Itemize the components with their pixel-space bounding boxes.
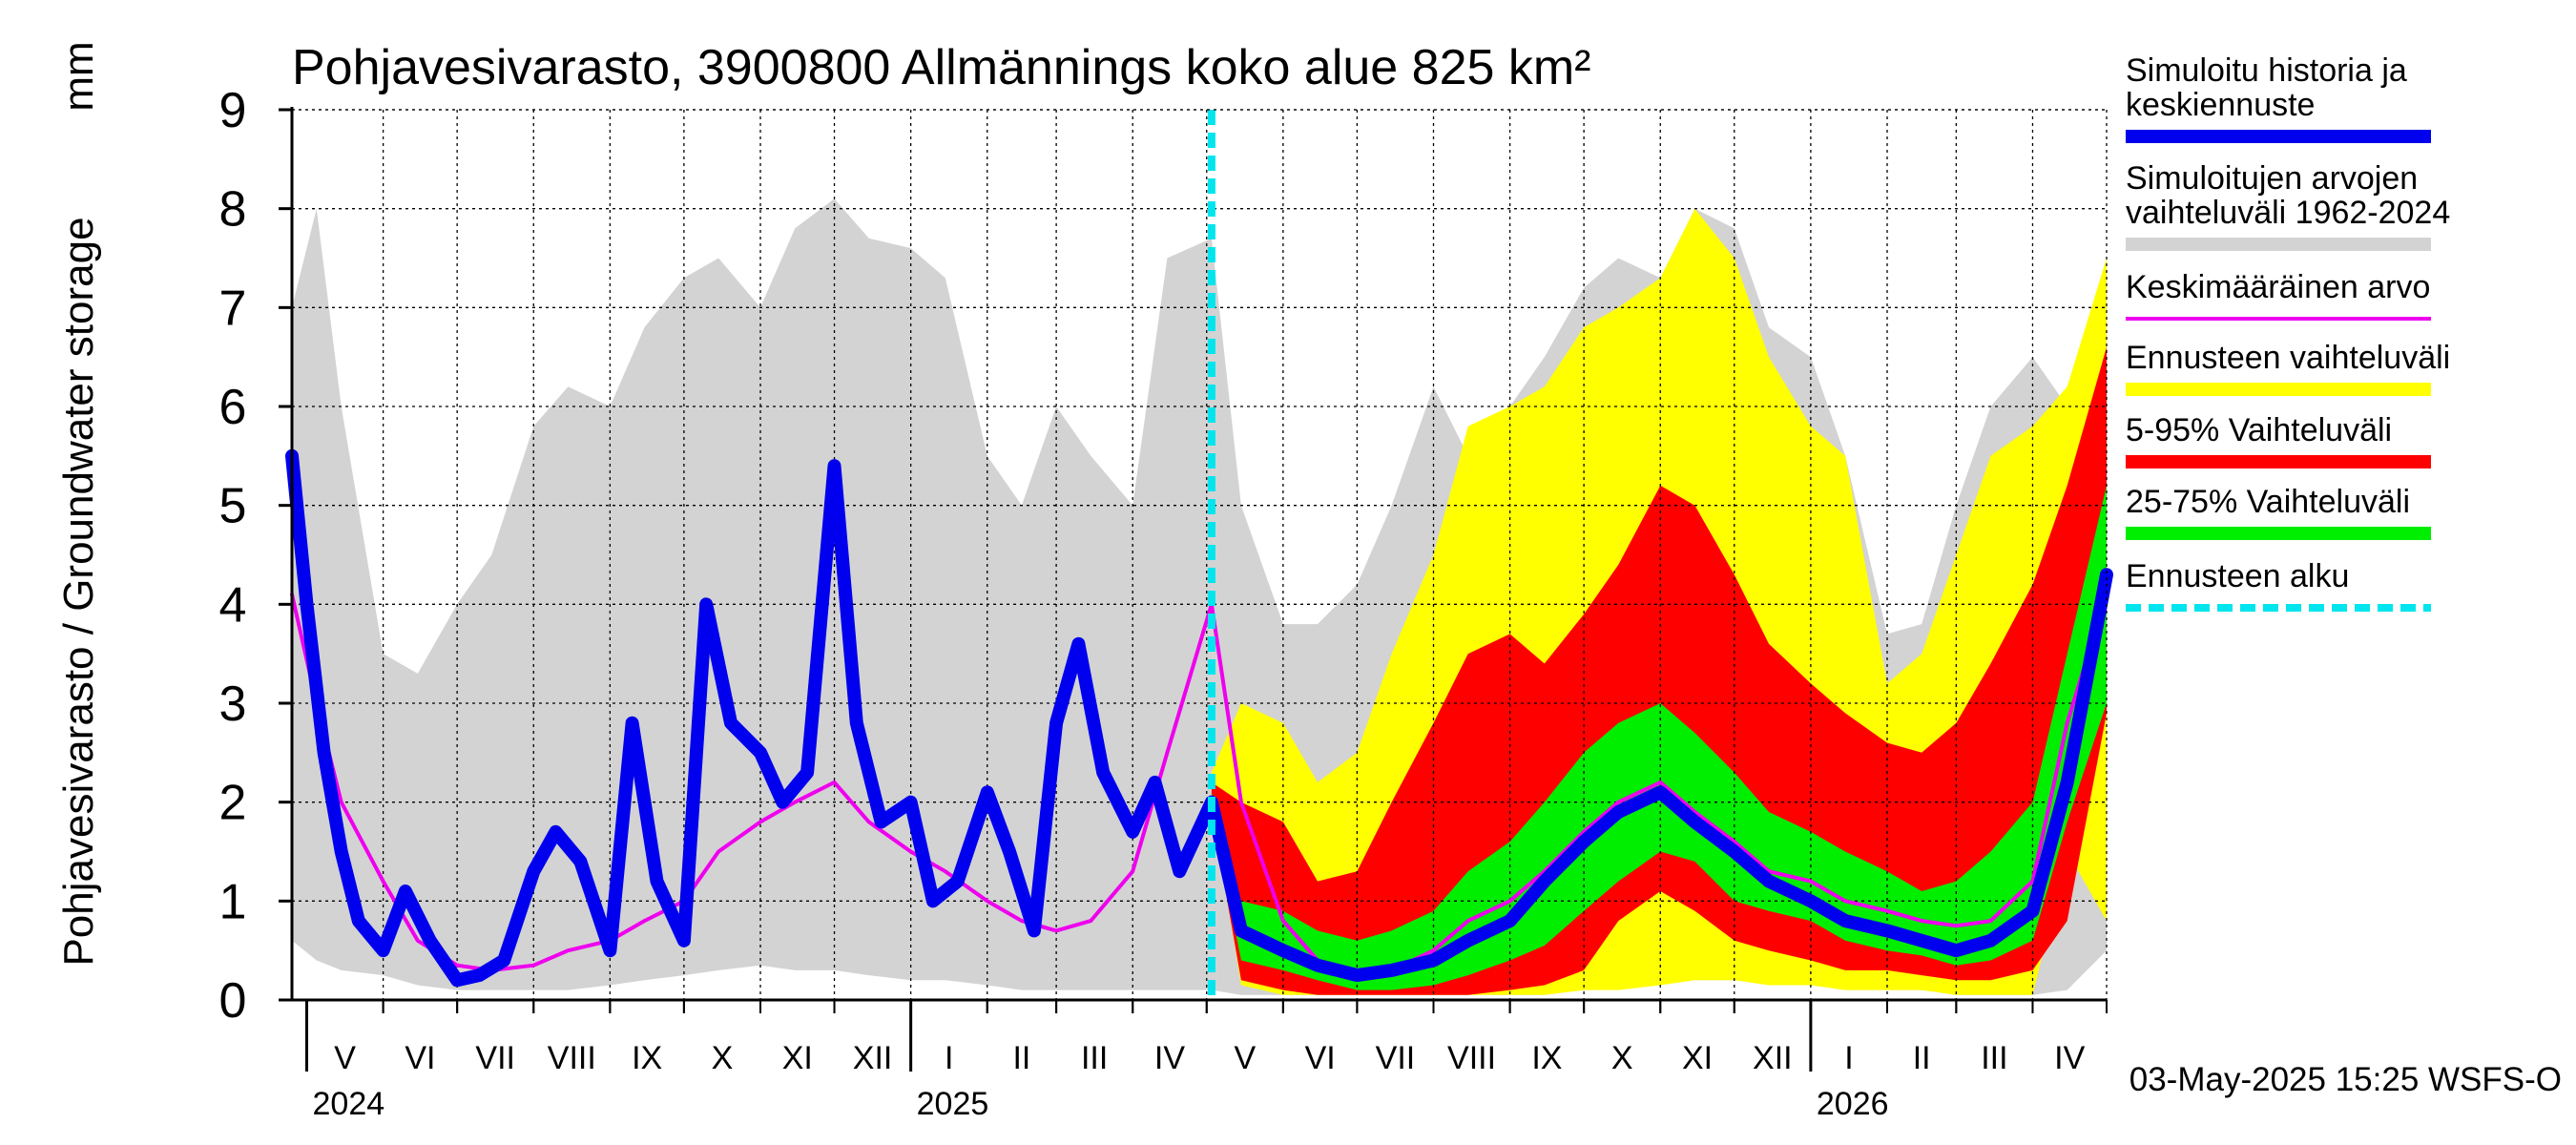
legend-label-0: Simuloitu historia ja bbox=[2126, 52, 2407, 89]
chart-title: Pohjavesivarasto, 3900800 Allmännings ko… bbox=[292, 40, 1591, 95]
month-label: VIII bbox=[548, 1040, 596, 1076]
legend-label-6: Ennusteen alku bbox=[2126, 558, 2349, 594]
month-label: IV bbox=[1154, 1040, 1185, 1076]
year-label: 2026 bbox=[1817, 1086, 1889, 1122]
legend-label-4: 5-95% Vaihteluväli bbox=[2126, 412, 2392, 448]
footer-timestamp: 03-May-2025 15:25 WSFS-O bbox=[2129, 1061, 2562, 1098]
month-label: XII bbox=[1753, 1040, 1793, 1076]
legend-label-5: 25-75% Vaihteluväli bbox=[2126, 484, 2410, 520]
month-label: XII bbox=[853, 1040, 893, 1076]
series-line-1 bbox=[285, 448, 2113, 988]
month-label: X bbox=[1611, 1040, 1633, 1076]
legend-label-3: Ennusteen vaihteluväli bbox=[2126, 340, 2450, 376]
y-tick-label: 9 bbox=[219, 83, 247, 138]
month-label: XI bbox=[782, 1040, 813, 1076]
y-tick-label: 0 bbox=[219, 973, 247, 1029]
month-label: II bbox=[1012, 1040, 1030, 1076]
month-label: IX bbox=[632, 1040, 662, 1076]
month-label: I bbox=[945, 1040, 953, 1076]
month-label: IV bbox=[2054, 1040, 2085, 1076]
y-tick-label: 8 bbox=[219, 182, 247, 238]
legend-label-1: Simuloitujen arvojen bbox=[2126, 160, 2418, 197]
band-3 bbox=[1211, 485, 2107, 990]
month-label: V bbox=[334, 1040, 356, 1076]
month-label: VI bbox=[1305, 1040, 1336, 1076]
month-label: II bbox=[1913, 1040, 1931, 1076]
y-tick-label: 4 bbox=[219, 577, 247, 633]
month-label: VI bbox=[405, 1040, 435, 1076]
year-label: 2024 bbox=[313, 1086, 385, 1122]
month-label: VII bbox=[1376, 1040, 1416, 1076]
legend-label-2: Keskimääräinen arvo bbox=[2126, 269, 2430, 305]
y-tick-label: 1 bbox=[219, 874, 247, 929]
legend-label-0: keskiennuste bbox=[2126, 87, 2315, 123]
legend-label-1: vaihteluväli 1962-2024 bbox=[2126, 195, 2450, 231]
y-axis-unit: mm bbox=[55, 41, 102, 111]
grid-lines bbox=[292, 109, 2107, 1000]
y-tick-label: 7 bbox=[219, 281, 247, 336]
month-label: V bbox=[1234, 1040, 1256, 1076]
month-label: VII bbox=[475, 1040, 515, 1076]
band-2 bbox=[1211, 346, 2107, 995]
y-tick-label: 3 bbox=[219, 677, 247, 732]
month-label: III bbox=[1081, 1040, 1108, 1076]
month-label: VIII bbox=[1447, 1040, 1496, 1076]
line-layer bbox=[285, 110, 2113, 1000]
y-tick-label: 2 bbox=[219, 776, 247, 831]
month-label: III bbox=[1981, 1040, 2007, 1076]
y-tick-label: 5 bbox=[219, 479, 247, 534]
month-label: I bbox=[1844, 1040, 1853, 1076]
series-line-0 bbox=[290, 593, 2109, 978]
y-tick-label: 6 bbox=[219, 380, 247, 435]
month-label: XI bbox=[1682, 1040, 1713, 1076]
year-label: 2025 bbox=[917, 1086, 989, 1122]
band-layer bbox=[292, 198, 2107, 995]
month-label: X bbox=[712, 1040, 734, 1076]
month-label: IX bbox=[1531, 1040, 1562, 1076]
y-axis-label: Pohjavesivarasto / Groundwater storage bbox=[55, 217, 102, 966]
